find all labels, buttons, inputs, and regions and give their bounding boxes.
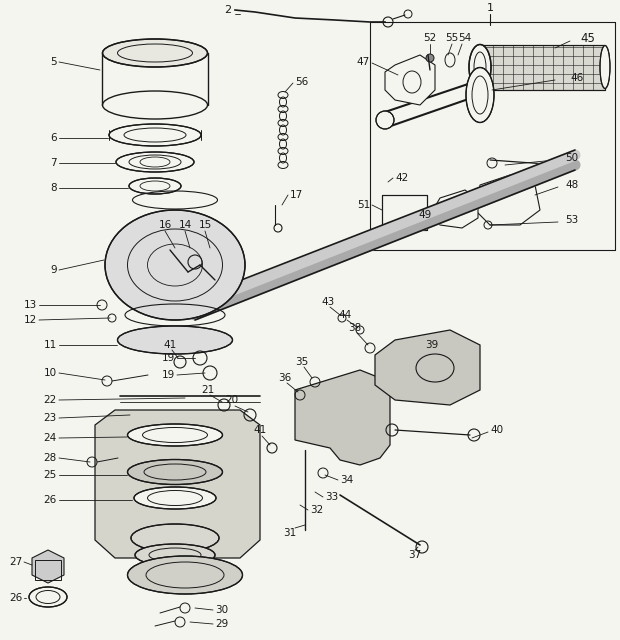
Text: 55: 55	[445, 33, 459, 43]
Text: 48: 48	[565, 180, 578, 190]
Text: 1: 1	[487, 3, 494, 13]
Text: 9: 9	[50, 265, 57, 275]
Text: 51: 51	[356, 200, 370, 210]
Polygon shape	[295, 370, 390, 465]
Text: 12: 12	[24, 315, 37, 325]
Text: 13: 13	[24, 300, 37, 310]
Text: 52: 52	[423, 33, 436, 43]
Text: 31: 31	[283, 528, 296, 538]
Bar	[382, 195, 427, 230]
Polygon shape	[430, 190, 478, 228]
Text: 47: 47	[356, 57, 370, 67]
Text: 44: 44	[339, 310, 352, 320]
Text: 41: 41	[254, 425, 267, 435]
Text: 45: 45	[580, 31, 595, 45]
Text: 23: 23	[44, 413, 57, 423]
Text: 33: 33	[325, 492, 339, 502]
Ellipse shape	[128, 556, 242, 594]
Bar	[480, 45, 605, 90]
Text: 25: 25	[44, 470, 57, 480]
Text: 42: 42	[395, 173, 408, 183]
Ellipse shape	[128, 424, 223, 446]
Text: 16: 16	[158, 220, 172, 230]
Text: 15: 15	[198, 220, 211, 230]
Text: 36: 36	[278, 373, 291, 383]
Text: 41: 41	[164, 340, 177, 350]
Text: 34: 34	[340, 475, 353, 485]
Text: 35: 35	[295, 357, 309, 367]
Text: 46: 46	[570, 73, 583, 83]
Ellipse shape	[600, 45, 610, 88]
Text: 37: 37	[409, 550, 422, 560]
Text: 21: 21	[202, 385, 215, 395]
Ellipse shape	[128, 460, 223, 484]
Text: 53: 53	[565, 215, 578, 225]
Ellipse shape	[118, 326, 232, 354]
Text: 7: 7	[50, 158, 57, 168]
Ellipse shape	[129, 178, 181, 194]
Text: 49: 49	[418, 210, 432, 220]
Ellipse shape	[105, 210, 245, 320]
Bar	[35, 560, 61, 580]
Polygon shape	[32, 550, 64, 583]
Text: 19: 19	[162, 353, 175, 363]
Text: 40: 40	[490, 425, 503, 435]
Text: 26: 26	[44, 495, 57, 505]
Text: 6: 6	[50, 133, 57, 143]
Polygon shape	[375, 330, 480, 405]
Ellipse shape	[109, 124, 201, 146]
Polygon shape	[95, 410, 260, 558]
Text: 10: 10	[44, 368, 57, 378]
Text: 20: 20	[226, 395, 239, 405]
Text: 27: 27	[9, 557, 22, 567]
Polygon shape	[385, 55, 435, 105]
Text: 29: 29	[215, 619, 228, 629]
Text: 8: 8	[50, 183, 57, 193]
Text: 56: 56	[295, 77, 308, 87]
Ellipse shape	[376, 111, 394, 129]
Text: 22: 22	[44, 395, 57, 405]
Text: 50: 50	[565, 153, 578, 163]
Text: 5: 5	[50, 57, 57, 67]
Bar	[480, 45, 605, 90]
Text: 17: 17	[290, 190, 303, 200]
Text: 26: 26	[9, 593, 22, 603]
Circle shape	[426, 54, 434, 62]
Text: 19: 19	[162, 370, 175, 380]
Text: 39: 39	[425, 340, 438, 350]
Bar	[382, 195, 427, 230]
Text: 32: 32	[310, 505, 323, 515]
Ellipse shape	[466, 67, 494, 122]
Text: 11: 11	[44, 340, 57, 350]
Ellipse shape	[116, 152, 194, 172]
Text: 28: 28	[44, 453, 57, 463]
Ellipse shape	[135, 544, 215, 566]
Ellipse shape	[134, 487, 216, 509]
Text: 2: 2	[224, 5, 231, 15]
Text: 38: 38	[348, 323, 361, 333]
Text: 24: 24	[44, 433, 57, 443]
Ellipse shape	[469, 45, 491, 90]
Text: 43: 43	[321, 297, 335, 307]
Ellipse shape	[29, 587, 67, 607]
Text: 30: 30	[215, 605, 228, 615]
Text: 54: 54	[458, 33, 472, 43]
Polygon shape	[475, 175, 540, 225]
Ellipse shape	[131, 524, 219, 552]
Ellipse shape	[102, 39, 208, 67]
Text: 14: 14	[179, 220, 192, 230]
